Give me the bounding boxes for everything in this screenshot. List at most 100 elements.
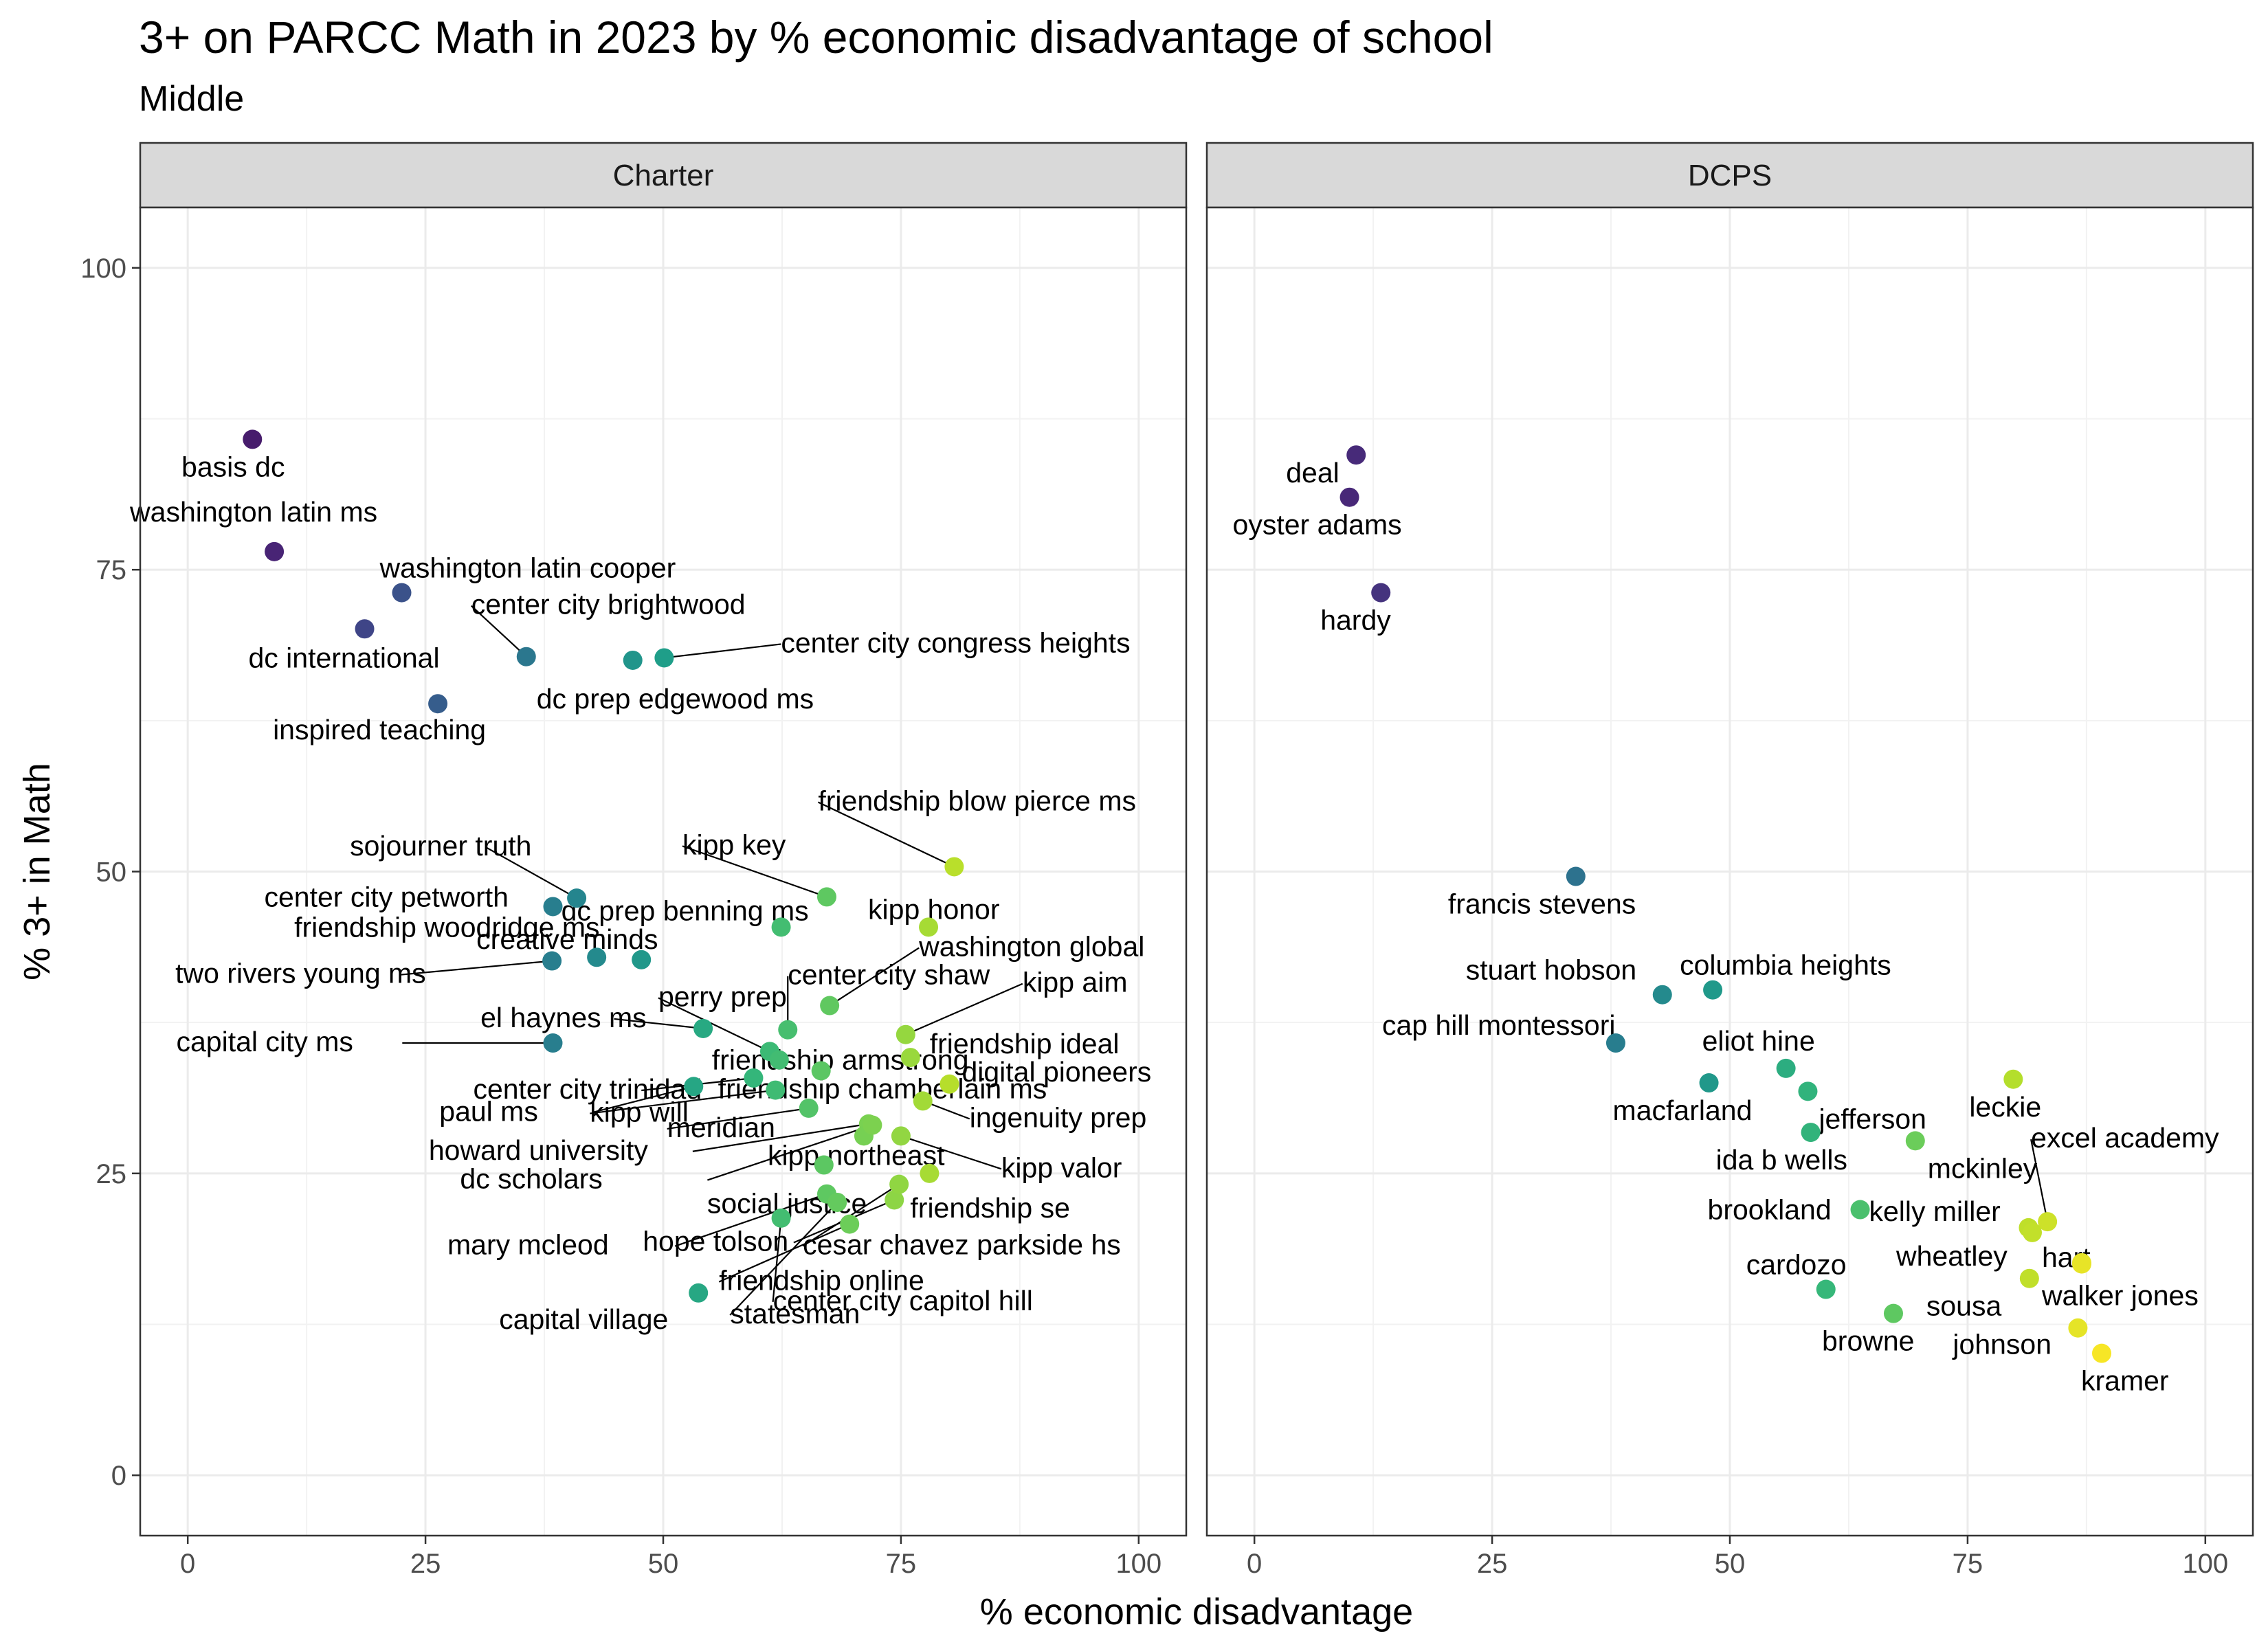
data-point (689, 1283, 709, 1303)
point-label: francis stevens (1448, 888, 1636, 920)
data-point (1339, 487, 1359, 507)
data-point (587, 947, 607, 967)
point-label: statesman (730, 1298, 860, 1330)
point-label: perry prep (658, 980, 787, 1012)
point-label: dc prep edgewood ms (537, 683, 814, 715)
y-tick-label: 0 (111, 1461, 126, 1491)
data-point (243, 429, 263, 449)
data-point (885, 1190, 904, 1210)
point-label: mckinley (1928, 1152, 2038, 1184)
y-tick-label: 100 (80, 254, 126, 284)
point-label: friendship blow pierce ms (818, 785, 1136, 816)
point-label: creative minds (476, 923, 658, 955)
data-point (1776, 1058, 1796, 1078)
x-tick-label: 50 (1715, 1549, 1746, 1579)
data-point (913, 1091, 933, 1111)
data-point (820, 996, 840, 1016)
point-label: sousa (1926, 1290, 2002, 1322)
data-point (896, 1024, 915, 1044)
data-point (799, 1098, 819, 1118)
label-connector (2030, 1138, 2049, 1222)
point-label: dc prep benning ms (562, 895, 809, 926)
label-connector (658, 997, 770, 1053)
data-point (355, 619, 375, 639)
y-tick-label: 75 (96, 555, 127, 585)
point-label: friendship online (719, 1265, 924, 1297)
data-point (1801, 1123, 1821, 1143)
data-point (632, 950, 652, 969)
data-point (2038, 1212, 2058, 1232)
y-tick-label: 25 (96, 1159, 127, 1189)
label-connector (707, 1124, 873, 1181)
data-point (516, 647, 536, 666)
label-connector (485, 846, 577, 899)
point-label: center city capitol hill (773, 1285, 1033, 1316)
data-point (814, 1155, 834, 1175)
x-tick-label: 75 (886, 1549, 917, 1579)
data-point (1652, 985, 1672, 1005)
data-point (2019, 1268, 2039, 1288)
point-label: friendship ideal (930, 1028, 1120, 1059)
label-connector (692, 1123, 869, 1152)
point-label: cesar chavez parkside hs (803, 1229, 1121, 1261)
data-point (840, 1214, 860, 1234)
x-tick-label: 100 (2182, 1549, 2228, 1579)
point-label: walker jones (2041, 1280, 2199, 1312)
label-connector (772, 1218, 782, 1302)
data-point (543, 1033, 563, 1053)
point-label: deal (1286, 457, 1339, 489)
data-point (811, 1061, 831, 1081)
point-label: paul ms (439, 1095, 538, 1127)
data-point (654, 648, 674, 668)
point-label: excel academy (2031, 1122, 2219, 1154)
x-tick-label: 0 (1247, 1549, 1262, 1579)
data-point (1605, 1033, 1625, 1053)
point-label: mary mcleod (447, 1229, 609, 1261)
label-connector (718, 1223, 850, 1283)
facet-strip-dcps (1205, 142, 2254, 209)
x-tick-label: 50 (648, 1549, 679, 1579)
point-label: dc international (248, 642, 439, 673)
point-label: macfarland (1613, 1095, 1753, 1126)
label-connector (674, 1193, 827, 1247)
data-point (2022, 1222, 2042, 1242)
label-connector (729, 1202, 838, 1316)
data-point (744, 1068, 764, 1088)
point-label: el haynes ms (480, 1002, 647, 1033)
x-tick-label: 75 (1953, 1549, 1983, 1579)
data-point (889, 1174, 909, 1194)
data-point (771, 917, 791, 937)
point-label: washington latin ms (129, 496, 377, 528)
point-label: center city congress heights (781, 627, 1130, 658)
point-label: two rivers young ms (175, 958, 426, 989)
label-connector (682, 845, 827, 898)
data-point (769, 1050, 789, 1070)
point-label: kramer (2081, 1365, 2169, 1397)
label-connector (829, 947, 920, 1007)
data-point (2071, 1254, 2091, 1274)
point-label: ingenuity prep (970, 1101, 1147, 1133)
point-label: columbia heights (1680, 950, 1891, 981)
point-label: inspired teaching (273, 714, 486, 745)
point-label: howard university (429, 1134, 649, 1166)
point-label: johnson (1952, 1329, 2052, 1360)
data-point (265, 541, 285, 561)
point-label: capital city ms (176, 1026, 353, 1057)
point-label: center city shaw (788, 959, 990, 991)
point-label: kelly miller (1869, 1196, 2000, 1227)
point-label: kipp key (682, 829, 786, 860)
point-label: dc scholars (460, 1163, 602, 1195)
data-point (944, 857, 964, 877)
panel-border (1205, 206, 2254, 1537)
data-point (1566, 866, 1586, 886)
data-point (684, 1077, 704, 1097)
data-point (766, 1080, 786, 1100)
point-label: hardy (1320, 605, 1391, 636)
label-connector (905, 983, 1023, 1035)
data-point (919, 917, 939, 937)
data-point (1346, 445, 1366, 465)
data-point (920, 1163, 940, 1183)
point-label: friendship woodridge ms (294, 911, 599, 943)
x-tick-label: 25 (410, 1549, 441, 1579)
